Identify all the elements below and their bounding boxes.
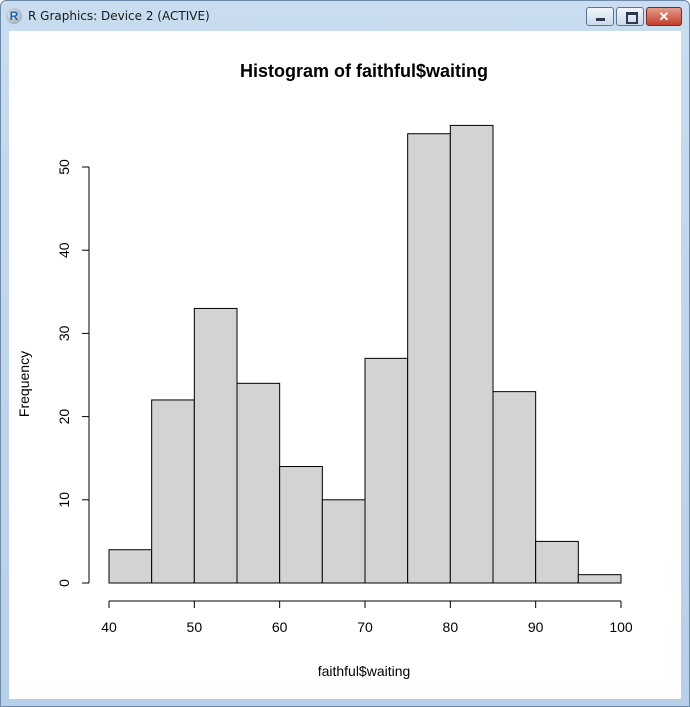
y-tick-label: 0 [56,579,72,587]
close-icon: ✕ [658,9,670,24]
x-tick-label: 70 [357,619,373,635]
plot-area: Histogram of faithful$waiting faithful$w… [9,31,681,699]
x-tick-label: 100 [609,619,633,635]
histogram-bar [407,133,451,584]
y-tick-label: 30 [56,325,72,341]
histogram-bar [279,466,323,584]
y-axis: 0 10 20 30 40 50 [56,159,90,587]
y-tick-label: 10 [56,492,72,508]
histogram-bar [577,574,622,584]
chart-title: Histogram of faithful$waiting [240,61,488,81]
histogram-bar [492,391,537,584]
x-tick-label: 50 [187,619,203,635]
histogram-bar [535,540,579,584]
bars-group [108,124,622,584]
y-axis-label: Frequency [16,351,32,417]
histogram-chart: Histogram of faithful$waiting faithful$w… [16,61,633,679]
y-tick-label: 40 [56,242,72,258]
x-tick-label: 80 [443,619,459,635]
histogram-bar [193,307,238,584]
histogram-bar [321,499,366,584]
histogram-bar [236,382,281,584]
y-tick-label: 20 [56,409,72,425]
close-button[interactable]: ✕ [646,7,682,26]
minimize-button[interactable] [586,7,614,26]
x-tick-label: 90 [528,619,544,635]
title-bar[interactable]: R R Graphics: Device 2 (ACTIVE) ✕ [1,1,689,31]
r-app-icon: R [6,8,22,24]
histogram-bar [151,399,195,584]
x-tick-label: 60 [272,619,288,635]
x-axis: 40 50 60 70 80 90 100 [101,600,633,635]
histogram-bar [449,124,494,584]
maximize-button[interactable] [616,7,644,26]
x-tick-label: 40 [101,619,117,635]
histogram-bar [364,357,409,584]
window-title: R Graphics: Device 2 (ACTIVE) [28,9,210,23]
maximize-icon [626,12,638,24]
y-tick-label: 50 [56,159,72,175]
histogram-bar [108,549,153,584]
x-axis-label: faithful$waiting [318,663,411,679]
minimize-icon [596,18,605,21]
